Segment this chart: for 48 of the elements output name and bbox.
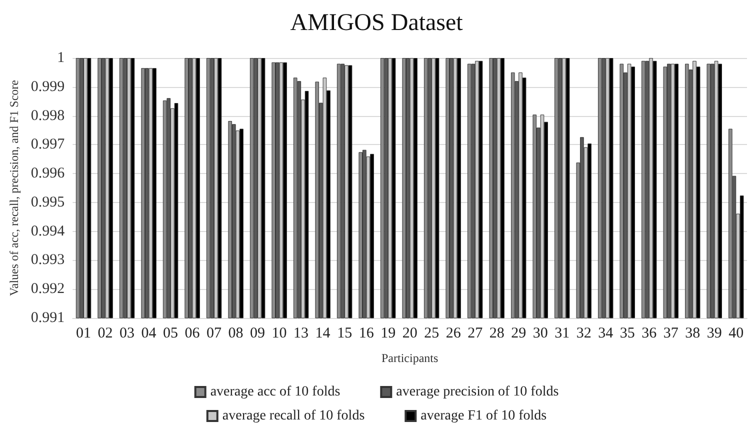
x-tick-label: 10 [272, 326, 287, 342]
x-tick-label: 03 [120, 326, 135, 342]
x-tick-label: 02 [98, 326, 113, 342]
y-axis-title: Values of acc, recall, precision, and F1 Score [7, 80, 21, 296]
x-tick-label: 32 [576, 326, 592, 342]
x-tick-label: 08 [228, 326, 244, 342]
y-tick-label: 0.992 [30, 281, 65, 298]
x-tick-label: 39 [706, 326, 722, 342]
x-tick-label: 31 [554, 326, 570, 342]
y-tick-label: 0.997 [30, 136, 66, 153]
x-tick-label: 13 [294, 326, 309, 342]
x-tick-label: 16 [358, 326, 374, 342]
x-tick-label: 35 [620, 326, 635, 342]
y-tick-label: 0.996 [30, 166, 66, 182]
chart-title: AMIGOS Dataset [290, 10, 464, 36]
x-tick-label: 15 [337, 326, 352, 342]
x-tick-label: 09 [250, 326, 266, 342]
x-tick-label: 06 [184, 326, 200, 342]
x-tick-label: 27 [468, 326, 484, 342]
x-tick-label: 07 [206, 326, 222, 342]
x-tick-label: 34 [598, 326, 614, 342]
x-tick-label: 26 [446, 326, 462, 342]
x-tick-label: 37 [663, 326, 679, 342]
y-tick-label: 0.998 [30, 108, 65, 124]
x-tick-label: 01 [76, 326, 92, 342]
x-axis-title: Participants [381, 351, 438, 365]
x-tick-label: 36 [642, 326, 658, 342]
x-tick-label: 30 [532, 326, 548, 342]
legend-label: average F1 of 10 folds [420, 408, 547, 424]
y-tick-label: 0.991 [30, 310, 65, 326]
x-tick-label: 25 [424, 326, 440, 342]
x-tick-label: 40 [728, 326, 744, 342]
y-tick-label: 1 [57, 50, 65, 66]
x-tick-label: 20 [402, 326, 418, 342]
y-tick-label: 0.994 [30, 223, 66, 240]
x-tick-label: 38 [685, 326, 700, 342]
x-tick-label: 29 [511, 326, 526, 342]
x-tick-label: 05 [163, 326, 178, 342]
x-tick-label: 04 [141, 326, 157, 342]
x-tick-label: 14 [315, 326, 331, 342]
legend-label: average precision of 10 folds [396, 384, 559, 400]
legend-label: average recall of 10 folds [222, 408, 365, 424]
legend-label: average acc of 10 folds [210, 384, 340, 400]
y-tick-label: 0.999 [30, 78, 65, 95]
y-tick-label: 0.993 [30, 252, 65, 268]
y-tick-label: 0.995 [30, 194, 65, 210]
x-tick-label: 28 [489, 326, 504, 342]
x-tick-label: 19 [380, 326, 396, 342]
